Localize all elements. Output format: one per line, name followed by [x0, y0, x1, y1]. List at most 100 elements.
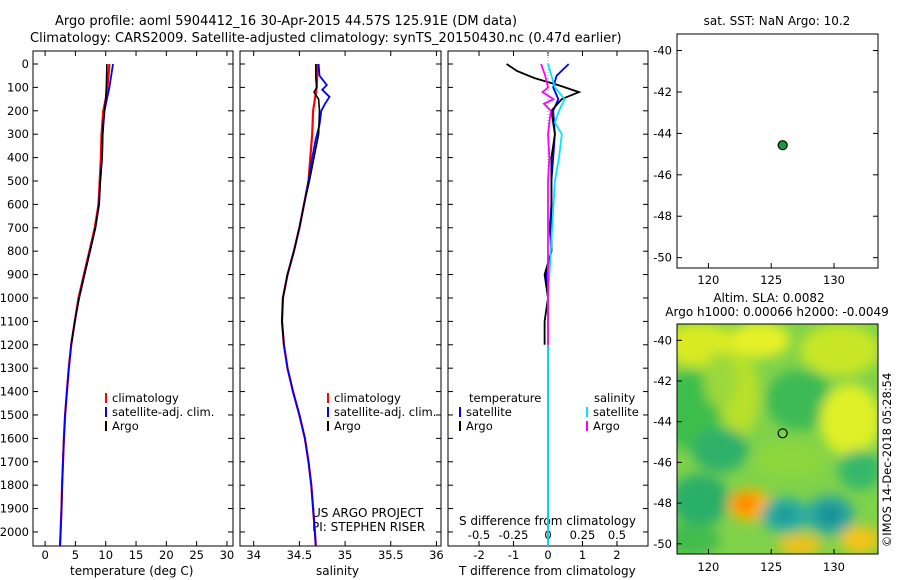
salinity-legend-label: climatology: [334, 391, 401, 405]
sst-ytick-label: -50: [653, 251, 672, 265]
imos-watermark: ©IMOS 14-Dec-2018 05:28:54: [880, 373, 894, 548]
sla-blob: [735, 495, 755, 511]
temperature-tick-label: 25: [189, 548, 204, 562]
temperature-legend-label: Argo: [112, 419, 139, 433]
sla-ytick-label: -48: [653, 496, 672, 510]
sla-blob: [704, 352, 736, 408]
depth-tick-label: 1900: [0, 502, 29, 516]
temperature-tick-label: 30: [220, 548, 235, 562]
depth-tick-label: 0: [22, 57, 29, 71]
difference-t-tick-label: 1: [579, 548, 586, 562]
sst-ytick-label: -46: [653, 168, 672, 182]
depth-tick-label: 1000: [0, 291, 29, 305]
sst-xtick-label: 120: [697, 273, 719, 287]
depth-tick-label: 500: [7, 174, 29, 188]
sla-blob: [838, 450, 878, 490]
salinity-argo-line: [281, 64, 321, 345]
sst-xtick-label: 125: [760, 273, 782, 287]
depth-tick-label: 200: [7, 104, 29, 118]
sst-ytick-label: -42: [653, 85, 672, 99]
diff-s-legend-label: Argo: [593, 419, 620, 433]
sla-heatmap: [677, 324, 878, 554]
depth-tick-label: 400: [7, 151, 29, 165]
depth-tick-label: 1500: [0, 408, 29, 422]
difference-t-tick-label: 2: [613, 548, 620, 562]
salinity-tick-label: 36: [429, 548, 444, 562]
sla-ytick-label: -44: [653, 415, 672, 429]
sla-map-frame: [676, 323, 879, 555]
sst-map-title: sat. SST: NaN Argo: 10.2: [704, 14, 851, 28]
temperature-tick-label: 0: [41, 548, 48, 562]
depth-tick-label: 1300: [0, 361, 29, 375]
difference-s-tick-label: -0.5: [468, 528, 490, 542]
sla-blob: [677, 474, 730, 526]
sla-blob: [840, 526, 878, 554]
salinity-climatology-line: [280, 63, 319, 547]
difference-s-tick-label: 0.25: [570, 528, 596, 542]
salinity-frame: [239, 50, 442, 547]
depth-tick-label: 1800: [0, 478, 29, 492]
salinity-tick-label: 34: [246, 548, 261, 562]
sla-map-title-1: Altim. SLA: 0.0082: [713, 291, 824, 305]
diff-s-satellite-line: [547, 63, 566, 546]
sla-map-title-2: Argo h1000: 0.00066 h2000: -0.0049: [665, 305, 888, 319]
salinity-tick-label: 35: [338, 548, 353, 562]
diff-legend-s-title: salinity: [594, 391, 635, 405]
sla-blobs: [677, 324, 878, 554]
difference-xlabel: T difference from climatology: [458, 564, 636, 578]
sst-argo-location-marker: [777, 140, 788, 151]
sla-ytick-label: -40: [653, 333, 672, 347]
difference-t-tick-label: -1: [508, 548, 519, 562]
sla-blob: [730, 324, 790, 358]
depth-tick-label: 1600: [0, 431, 29, 445]
diff-t-legend-label: satellite: [466, 405, 512, 419]
sla-xtick-label: 130: [823, 560, 845, 574]
salinity-satellite-line: [281, 63, 331, 547]
depth-tick-label: 1700: [0, 455, 29, 469]
diff-legend-t-title: temperature: [469, 391, 541, 405]
temperature-frame: [32, 50, 234, 547]
diff-s-argo-line: [540, 63, 556, 345]
depth-tick-label: 1400: [0, 385, 29, 399]
sla-blob: [766, 370, 834, 430]
sla-blob: [820, 384, 878, 456]
depth-tick-label: 300: [7, 127, 29, 141]
sst-ytick-label: -44: [653, 126, 672, 140]
sla-xtick-label: 125: [760, 560, 782, 574]
diff-t-legend-label: Argo: [466, 419, 493, 433]
temperature-tick-label: 20: [159, 548, 174, 562]
temperature-legend-label: satellite-adj. clim.: [112, 405, 214, 419]
sst-ytick-label: -40: [653, 44, 672, 58]
depth-tick-label: 600: [7, 197, 29, 211]
sla-blob: [677, 524, 720, 554]
depth-tick-label: 800: [7, 244, 29, 258]
sst-xtick-label: 130: [823, 273, 845, 287]
credit-line-1: US ARGO PROJECT: [312, 506, 424, 520]
sla-blob: [754, 442, 826, 478]
difference-s-tick-label: -0.25: [499, 528, 529, 542]
salinity-tick-label: 34.5: [287, 548, 313, 562]
sla-blob: [773, 507, 797, 523]
temperature-tick-label: 10: [98, 548, 113, 562]
sst-map-frame: [676, 33, 879, 269]
title-line-2: Climatology: CARS2009. Satellite-adjuste…: [30, 31, 622, 46]
sla-blob: [778, 535, 822, 554]
sla-blob: [800, 324, 878, 376]
sla-ytick-label: -50: [653, 537, 672, 551]
temperature-argo-line: [70, 63, 108, 345]
sla-ytick-label: -42: [653, 374, 672, 388]
salinity-legend-label: Argo: [334, 419, 361, 433]
depth-tick-label: 2000: [0, 525, 29, 539]
sla-blob: [692, 428, 748, 472]
temperature-tick-label: 5: [72, 548, 79, 562]
temperature-xlabel: temperature (deg C): [70, 564, 193, 578]
temperature-legend-label: climatology: [112, 391, 179, 405]
temperature-tick-label: 15: [129, 548, 144, 562]
credit-line-2: PI: STEPHEN RISER: [312, 520, 425, 534]
sst-ytick-label: -48: [653, 209, 672, 223]
sla-blob: [819, 506, 841, 524]
depth-tick-label: 900: [7, 268, 29, 282]
depth-tick-label: 700: [7, 221, 29, 235]
sla-argo-location-marker: [777, 428, 788, 439]
